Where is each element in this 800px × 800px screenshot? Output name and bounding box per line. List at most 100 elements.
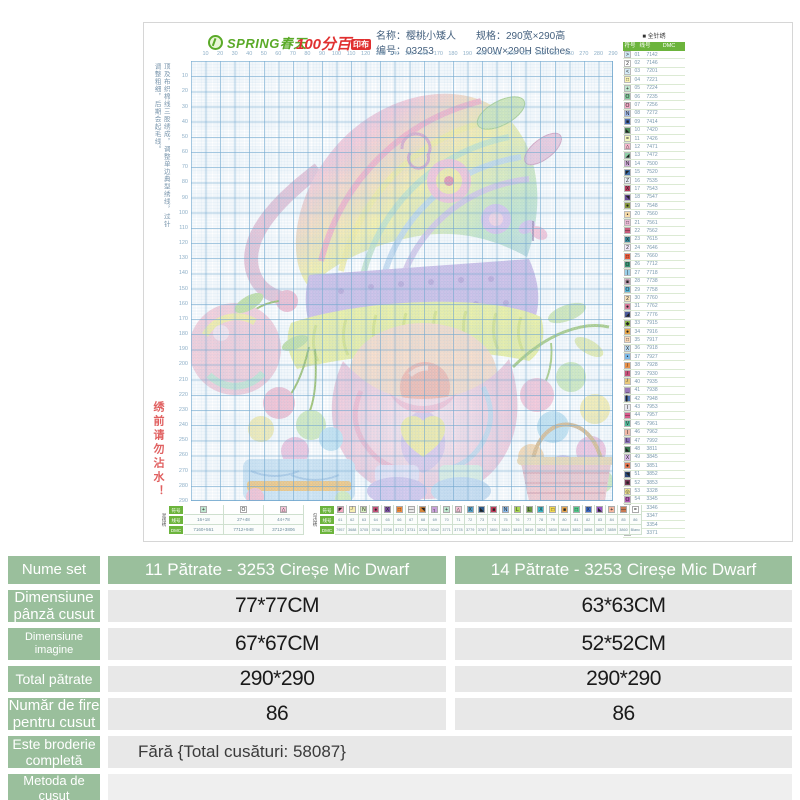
- legend-number: 52: [634, 479, 641, 486]
- strip-entry: ┐ 69 3042: [429, 505, 442, 535]
- legend-symbol-icon: O: [624, 286, 631, 294]
- legend-row: <03 7201: [623, 67, 685, 77]
- axis-tick: 30: [231, 51, 238, 57]
- axis-tick: 270: [178, 467, 188, 474]
- spec-row-label: Număr de fire pentru cusut: [8, 696, 100, 731]
- strip-entry: —85 3860: [618, 505, 630, 535]
- legend-row: ● 50 3851: [623, 462, 685, 471]
- blend-legend: 混线绣 符号 线号 DMC +16+18 7160+561 O 27+48 7712+948 △ 4…: [159, 505, 304, 535]
- legend-row: V 45 7961: [623, 420, 685, 429]
- spring-logo-icon: [208, 35, 223, 50]
- axis-tick: 210: [491, 51, 502, 57]
- legend-number: 38: [634, 362, 641, 369]
- legend-code: 7660: [646, 253, 658, 260]
- legend-row: □ 35 7917: [623, 336, 685, 345]
- legend-number: 07: [634, 102, 641, 109]
- pattern-name-block: 名称：樱桃小矮人 编号：03253: [376, 29, 456, 59]
- strip-entry: N 63 3705: [358, 505, 371, 535]
- legend-code: 7543: [646, 185, 658, 192]
- legend-symbol-icon: X: [624, 344, 631, 352]
- pattern-spec: 规格：290宽×290高: [476, 31, 566, 42]
- brand-spring-logo: SPRING春天: [208, 33, 307, 52]
- pattern-code: 编号：03253: [376, 46, 434, 57]
- legend-row: X 17 7543: [623, 185, 685, 194]
- legend-code: 7961: [646, 420, 658, 427]
- legend-code: 7915: [646, 320, 658, 327]
- axis-tick: 180: [448, 51, 458, 57]
- brand-100fb-logo: 100分百 印布: [296, 33, 372, 54]
- legend-code: 7472: [646, 152, 658, 159]
- legend-row: ■ 52 3853: [623, 478, 685, 488]
- legend-code: 7201: [646, 68, 658, 75]
- axis-tick: 30: [181, 103, 188, 110]
- legend-symbol-icon: ◣: [624, 126, 631, 134]
- axis-tick: 260: [564, 51, 574, 57]
- pattern-name: 名称：樱桃小矮人: [376, 31, 456, 42]
- strip-entry: △ 44+78 3712+3806: [264, 505, 304, 535]
- axis-tick: 60: [181, 149, 188, 156]
- spec-row-label: Este broderie completă: [8, 736, 100, 768]
- legend-code: 7776: [646, 311, 658, 318]
- legend-number: 16: [634, 177, 641, 184]
- legend-code: 3851: [646, 462, 658, 469]
- strip-symbol-icon: L: [513, 506, 521, 513]
- legend-row: O 07 7256: [623, 101, 685, 110]
- strip-symbol-icon: □: [549, 506, 557, 513]
- legend-number: 29: [634, 286, 641, 293]
- legend-row: N 14 7500: [623, 160, 685, 169]
- legend-symbol-icon: ▣: [624, 277, 631, 285]
- strip-symbol-icon: —: [620, 506, 628, 513]
- legend-number: 01: [634, 51, 641, 58]
- spec-row-label: Total pătrate: [8, 666, 100, 692]
- legend-row: = 11 7426: [623, 134, 685, 144]
- legend-col-dmc: DMC: [662, 43, 676, 49]
- legend-number: 32: [634, 311, 641, 318]
- legend-code: 7562: [646, 227, 658, 234]
- legend-code: 7738: [646, 278, 658, 285]
- legend-code: 7930: [646, 370, 658, 377]
- strip-entry: X 65 3708: [382, 505, 394, 535]
- legend-row: ◥ 51 3852: [623, 470, 685, 479]
- legend-row: △ 12 7471: [623, 143, 685, 152]
- axis-tick: 10: [181, 73, 188, 80]
- legend-number: 25: [634, 253, 641, 260]
- axis-tick: 280: [593, 51, 604, 57]
- legend-symbol-icon: _: [624, 386, 631, 394]
- legend-number: 42: [634, 395, 641, 402]
- legend-code: 3371: [646, 529, 658, 536]
- legend-number: 11: [634, 135, 640, 142]
- axis-tick: 240: [535, 51, 545, 57]
- axis-tick: 270: [579, 51, 589, 57]
- legend-number: 31: [634, 303, 641, 310]
- legend-symbol-icon: ◥: [624, 193, 631, 201]
- top-axis: 10 20 30 40 50 60 70 80 90 100 110 120 130 140 150 160 1…: [191, 51, 617, 59]
- axis-tick: 160: [419, 51, 429, 57]
- legend-row: ┘ 40 7935: [623, 378, 685, 387]
- legend-code: 7256: [646, 102, 658, 109]
- side-note: 顶及布织棉线三股绣成，调整单边典型绣线，过针调整粗细，后期会起毛线。: [153, 63, 170, 228]
- legend-symbol-icon: ◎: [624, 487, 631, 495]
- strip-symbol-icon: +: [608, 506, 616, 513]
- axis-tick: 90: [318, 51, 326, 57]
- strip-title: 混线绣: [162, 513, 167, 527]
- legend-number: 34: [634, 328, 641, 335]
- legend-row: O 29 7758: [623, 285, 685, 295]
- strip-entry: □ 79 3830: [547, 505, 560, 535]
- legend-code: 3346: [646, 504, 658, 511]
- legend-row: X 23 7615: [623, 235, 685, 244]
- axis-tick: 10: [202, 51, 209, 57]
- legend-code: 7758: [646, 286, 658, 293]
- legend-number: 53: [634, 488, 641, 494]
- strip-entry: □ 66 3712: [393, 505, 406, 535]
- legend-code: 7471: [646, 143, 658, 150]
- legend-symbol-icon: /: [624, 370, 631, 378]
- strip-entry: △ 71 3778: [452, 505, 465, 535]
- spec-value-cell: 52*52CM: [455, 628, 792, 660]
- legend-row: X 49 3845: [623, 453, 685, 463]
- legend-code: 7938: [646, 387, 658, 394]
- axis-tick: 140: [178, 270, 188, 277]
- legend-row: ● 31 7762: [623, 302, 685, 312]
- legend-number: 05: [634, 85, 641, 92]
- strip-symbol-icon: L: [525, 506, 533, 513]
- spec-table: Nume set 11 Pătrate - 3253 Cireșe Mic Dwa…: [0, 548, 800, 800]
